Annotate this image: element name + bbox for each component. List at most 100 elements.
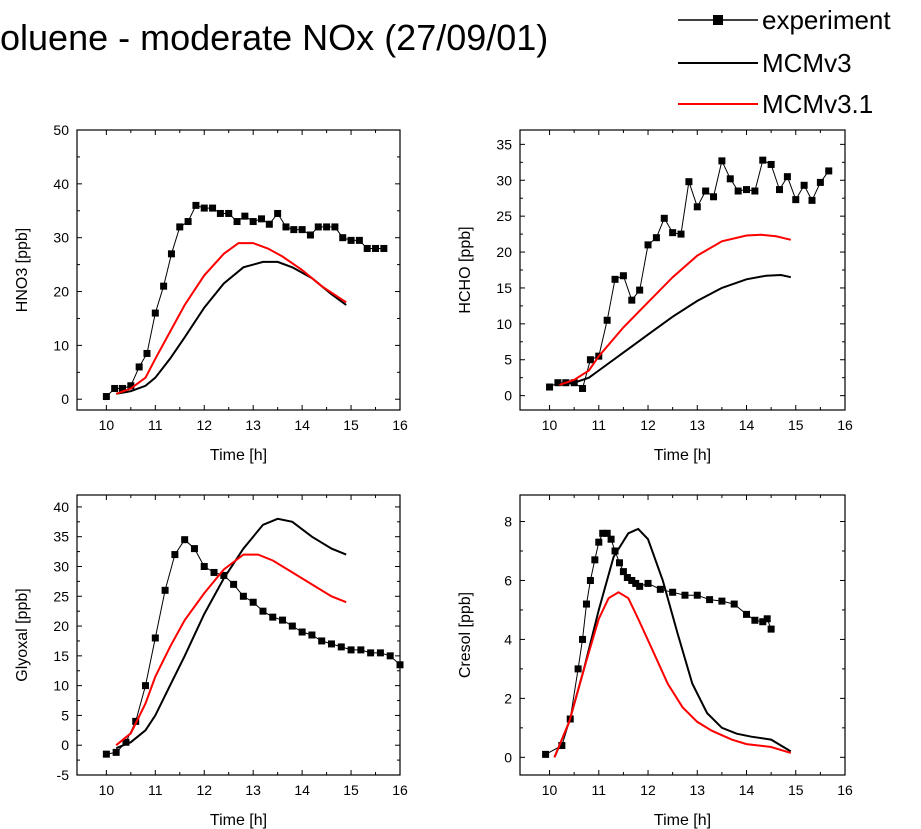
y-axis: 0 2 4 6 8 Cresol [ppb] — [457, 514, 845, 765]
y-tick-label: 25 — [496, 208, 512, 224]
data-point-experiment — [230, 580, 238, 588]
data-point-experiment — [396, 661, 404, 669]
data-point-experiment — [190, 545, 198, 553]
data-point-experiment — [216, 209, 224, 217]
x-tick-label: 14 — [294, 782, 310, 798]
data-point-experiment — [171, 551, 179, 559]
data-point-experiment — [808, 196, 816, 204]
data-point-experiment — [800, 181, 808, 189]
plot-frame — [76, 129, 401, 411]
data-point-experiment — [258, 215, 266, 223]
x-axis-label: Time [h] — [210, 447, 267, 464]
y-axis-label: HCHO [ppb] — [457, 226, 474, 313]
data-point-experiment — [710, 193, 718, 201]
data-point-experiment — [693, 591, 701, 599]
x-tick-label: 11 — [148, 417, 163, 433]
data-point-experiment — [718, 597, 726, 605]
x-tick-label: 11 — [592, 417, 607, 433]
data-point-experiment — [176, 223, 184, 231]
panel-hno3: 10 11 12 13 14 15 16 Time [h] 0 10 20 30 40 50 HNO3 [p… — [14, 122, 408, 464]
data-point-experiment — [265, 220, 273, 228]
y-tick-label: 35 — [53, 529, 69, 545]
y-tick-label: 2 — [504, 690, 512, 706]
data-point-experiment — [759, 156, 767, 164]
data-point-experiment — [632, 579, 640, 587]
y-tick-label: 0 — [61, 737, 69, 753]
x-tick-label: 13 — [689, 782, 705, 798]
y-tick-label: 10 — [53, 337, 69, 353]
data-point-experiment — [685, 178, 693, 186]
data-point-experiment — [249, 218, 257, 226]
y-axis-label: HNO3 [ppb] — [14, 228, 31, 312]
x-tick-label: 10 — [99, 782, 115, 798]
x-tick-label: 11 — [148, 782, 163, 798]
series-line-mcmv31 — [115, 553, 347, 746]
data-point-experiment — [161, 586, 169, 594]
data-point-experiment — [586, 576, 594, 584]
legend-marker-experiment — [713, 15, 723, 25]
y-tick-label: -5 — [57, 767, 70, 783]
data-point-experiment — [579, 384, 587, 392]
data-point-experiment — [259, 607, 267, 615]
y-tick-label: 20 — [53, 618, 69, 634]
data-point-experiment — [355, 236, 363, 244]
data-point-experiment — [184, 218, 192, 226]
data-point-experiment — [363, 244, 371, 252]
data-point-experiment — [142, 682, 150, 690]
data-point-experiment — [628, 296, 636, 304]
data-point-experiment — [734, 187, 742, 195]
series-line-mcmv3 — [553, 527, 792, 758]
data-point-experiment — [702, 187, 710, 195]
x-tick-label: 11 — [592, 782, 607, 798]
series-mcmv31 — [559, 233, 792, 386]
y-tick-label: 35 — [496, 136, 512, 152]
series-mcmv3 — [559, 273, 792, 386]
series-line-mcmv3 — [559, 273, 792, 386]
data-point-experiment — [122, 738, 130, 746]
data-point-experiment — [751, 187, 759, 195]
data-point-experiment — [112, 748, 120, 756]
x-tick-label: 15 — [788, 782, 804, 798]
x-tick-label: 13 — [245, 782, 261, 798]
data-point-experiment — [660, 214, 668, 222]
data-point-experiment — [681, 591, 689, 599]
data-point-experiment — [339, 234, 347, 242]
y-tick-label: 15 — [496, 280, 512, 296]
data-point-experiment — [380, 244, 388, 252]
data-point-experiment — [611, 547, 619, 555]
data-point-experiment — [558, 742, 566, 750]
data-point-experiment — [623, 574, 631, 582]
data-point-experiment — [282, 223, 290, 231]
data-point-experiment — [579, 635, 587, 643]
y-tick-label: 15 — [53, 648, 69, 664]
data-point-experiment — [816, 178, 824, 186]
data-point-experiment — [102, 393, 110, 401]
x-axis-label: Time [h] — [654, 812, 711, 829]
data-point-experiment — [546, 383, 554, 391]
data-point-experiment — [783, 173, 791, 181]
data-point-experiment — [209, 204, 217, 212]
y-axis: 0 10 20 30 40 50 HNO3 [ppb] — [14, 122, 400, 407]
x-tick-label: 12 — [196, 417, 212, 433]
legend-label-experiment: experiment — [762, 5, 891, 35]
figure-title: oluene - moderate NOx (27/09/01) — [0, 17, 548, 58]
y-tick-label: 0 — [504, 388, 512, 404]
y-axis: 0 5 10 15 20 25 30 35 HCHO [ppb] — [457, 136, 845, 404]
y-tick-label: 20 — [496, 244, 512, 260]
y-tick-label: 10 — [53, 678, 69, 694]
data-point-experiment — [628, 576, 636, 584]
data-point-experiment — [656, 585, 664, 593]
data-point-experiment — [825, 167, 833, 175]
data-point-experiment — [636, 582, 644, 590]
data-point-experiment — [331, 223, 339, 231]
y-tick-label: 10 — [496, 316, 512, 332]
legend: experiment MCMv3 MCMv3.1 — [678, 5, 891, 119]
data-point-experiment — [743, 186, 751, 194]
data-point-experiment — [595, 538, 603, 546]
x-tick-label: 16 — [837, 782, 853, 798]
series-line-mcmv3 — [116, 260, 347, 395]
y-tick-label: 30 — [496, 172, 512, 188]
plot-frame — [519, 129, 846, 411]
data-point-experiment — [615, 559, 623, 567]
